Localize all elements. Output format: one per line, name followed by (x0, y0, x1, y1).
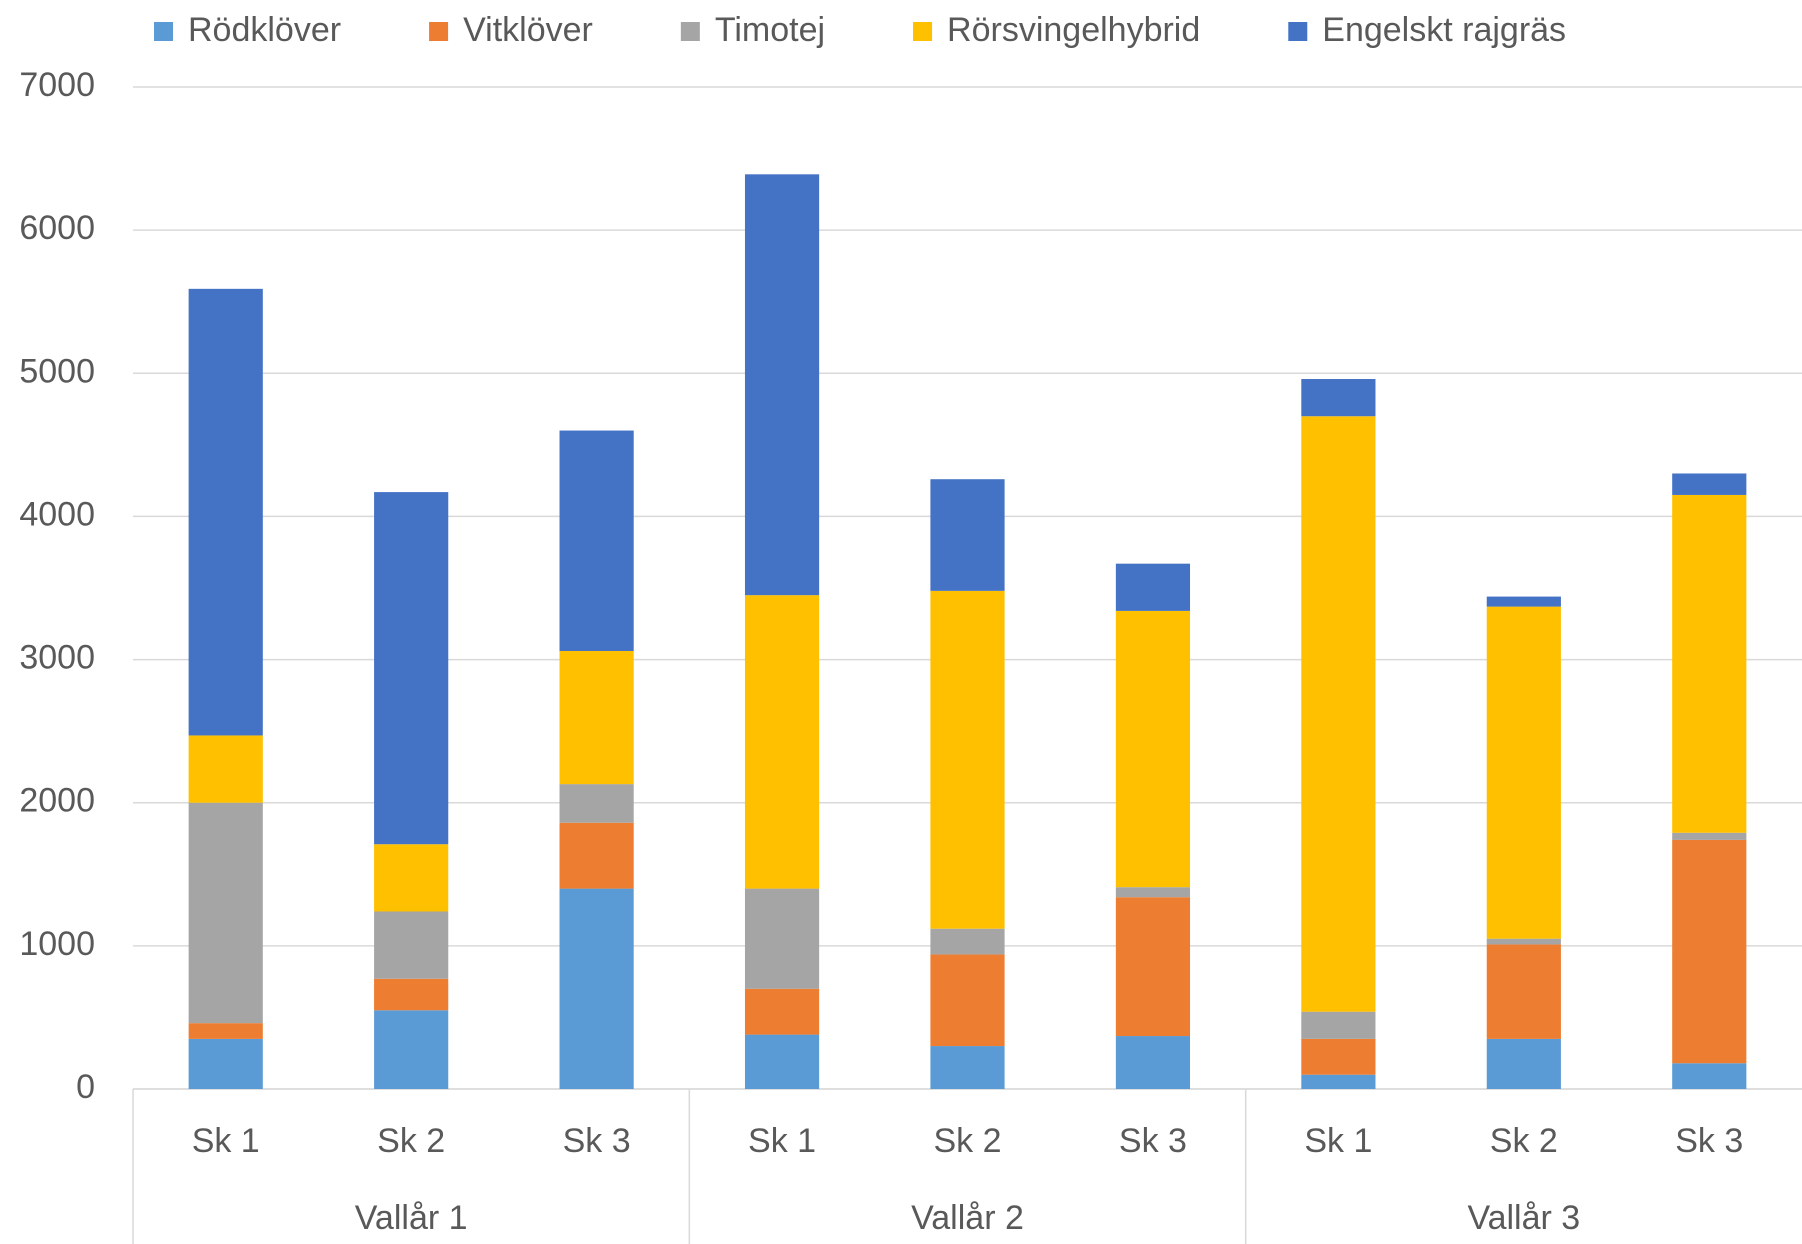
x-tick-label: Sk 1 (748, 1122, 816, 1160)
bar-segment (188, 735, 263, 803)
group-label: Vallår 2 (911, 1199, 1024, 1237)
bar-segment (559, 784, 634, 823)
x-tick-label: Sk 2 (1490, 1122, 1558, 1160)
bar-segment (188, 1038, 263, 1089)
x-tick-label: Sk 2 (377, 1122, 445, 1160)
bar-segment (1486, 944, 1561, 1039)
bar-segment (374, 1010, 449, 1089)
x-tick-label: Sk 3 (563, 1122, 631, 1160)
bar-segment (559, 888, 634, 1089)
bar-segment (1301, 416, 1376, 1012)
bar-segment (930, 954, 1005, 1047)
y-tick-label: 7000 (19, 66, 95, 104)
legend-swatch (1288, 22, 1308, 41)
x-tick-label: Sk 1 (192, 1122, 260, 1160)
legend-label: Engelskt rajgräs (1322, 11, 1566, 49)
bar-segment (1301, 1074, 1376, 1089)
bar-segment (1115, 1036, 1191, 1089)
bar-segment (1115, 897, 1191, 1037)
bar-segment (1486, 596, 1561, 607)
x-tick-label: Sk 1 (1304, 1122, 1372, 1160)
x-tick-label: Sk 3 (1675, 1122, 1743, 1160)
bar-segment (1672, 1063, 1747, 1089)
bar-segment (1486, 938, 1561, 945)
y-tick-label: 1000 (19, 925, 95, 963)
bar-segment (744, 174, 820, 596)
bar-segment (1672, 839, 1747, 1064)
y-tick-label: 3000 (19, 639, 95, 677)
bar-segment (1301, 379, 1376, 417)
bar-segment (744, 888, 820, 989)
bar-segment (188, 802, 263, 1024)
legend-label: Rödklöver (188, 11, 341, 49)
bar-segment (930, 479, 1005, 591)
bar-segment (188, 1023, 263, 1039)
bar-segment (374, 911, 449, 979)
bar-segment (930, 590, 1005, 929)
legend-swatch (154, 22, 173, 41)
bar-segment (374, 844, 449, 912)
bar-segment (744, 988, 820, 1035)
x-tick-label: Sk 3 (1119, 1122, 1187, 1160)
bar-segment (744, 595, 820, 889)
legend-swatch (429, 22, 449, 41)
bar-segment (188, 288, 263, 736)
y-tick-label: 4000 (19, 495, 95, 533)
bar-segment (1115, 887, 1191, 898)
bar-segment (1672, 473, 1747, 495)
bar-segment (1115, 563, 1191, 611)
bar-segment (744, 1034, 820, 1089)
legend-swatch (680, 22, 700, 41)
bar-segment (1115, 610, 1191, 888)
y-tick-label: 0 (76, 1068, 95, 1106)
legend-swatch (913, 22, 933, 41)
group-label: Vallår 3 (1467, 1199, 1580, 1237)
bar-segment (1486, 1038, 1561, 1089)
y-tick-label: 5000 (19, 352, 95, 390)
bar-segment (930, 1046, 1005, 1089)
bar-segment (1486, 606, 1561, 939)
legend-label: Rörsvingelhybrid (947, 11, 1200, 49)
bar-segment (1301, 1011, 1376, 1039)
bar-segment (930, 928, 1005, 955)
bar-segment (559, 650, 634, 785)
bar-segment (1672, 832, 1747, 840)
group-label: Vallår 1 (355, 1199, 468, 1237)
bar-segment (1301, 1038, 1376, 1075)
x-tick-label: Sk 2 (933, 1122, 1001, 1160)
legend-label: Vitklöver (463, 11, 593, 49)
legend-label: Timotej (715, 11, 825, 49)
bar-segment (374, 492, 449, 845)
bar-segment (374, 978, 449, 1011)
y-tick-label: 2000 (19, 782, 95, 820)
bar-segment (1672, 494, 1747, 833)
bar-segment (559, 430, 634, 651)
bar-segment (559, 822, 634, 889)
y-tick-label: 6000 (19, 209, 95, 247)
